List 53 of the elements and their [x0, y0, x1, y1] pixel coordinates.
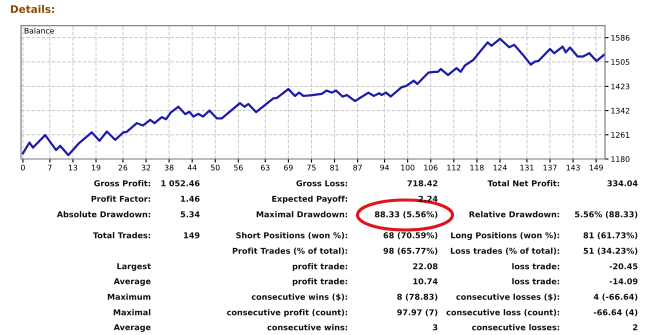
text: Long Positions (won %):: [451, 232, 560, 240]
text: 22.08: [413, 263, 438, 270]
line-series: [22, 38, 605, 156]
text: Short Positions (won %):: [236, 232, 348, 240]
text: 718.42: [407, 180, 438, 186]
text: Gross Profit:: [94, 180, 150, 186]
text: Maximal Drawdown:: [256, 211, 348, 218]
text: 10.74: [413, 278, 438, 284]
text: consecutive losses ($):: [456, 294, 560, 301]
text: 1.46: [181, 196, 200, 202]
text: loss trade:: [512, 263, 560, 270]
text: Average: [114, 278, 151, 286]
text: 68 (70.59%): [384, 232, 438, 240]
chart-title: Details:: [10, 4, 54, 14]
text: -66.64 (4): [594, 309, 638, 316]
text: consecutive wins ($):: [252, 294, 348, 301]
text: 5.56% (88.33): [575, 211, 638, 218]
text: 88.33 (5.56%): [374, 211, 438, 218]
text: Average: [114, 324, 151, 332]
text: Total Trades:: [92, 232, 150, 238]
text: profit trade:: [292, 263, 348, 271]
text: -20.45: [610, 263, 638, 270]
text: 1 052.46: [161, 180, 200, 186]
text: consecutive loss (count):: [446, 309, 560, 316]
text: 5.34: [180, 211, 200, 218]
text: loss trade:: [512, 278, 560, 284]
text: Largest: [117, 263, 151, 271]
text: 4 (-66.64): [594, 294, 638, 301]
text: Loss trades (% of total):: [450, 248, 560, 255]
text: 98 (65.77%): [383, 248, 438, 255]
text: 149: [184, 232, 200, 238]
text: consecutive profit (count):: [226, 309, 348, 317]
text: 81 (61.73%): [584, 232, 638, 240]
text: 97.97 (7): [397, 309, 438, 316]
text: consecutive losses:: [472, 324, 560, 330]
text: 3: [432, 324, 438, 330]
text: Absolute Drawdown:: [56, 211, 150, 218]
text: 334.04: [607, 180, 638, 186]
text: 2.24: [418, 196, 438, 202]
text: 8 (78.83): [397, 294, 438, 301]
text: profit trade:: [292, 278, 348, 286]
text: Gross Loss:: [296, 180, 348, 186]
text: -14.09: [610, 278, 638, 284]
text: Maximum: [108, 294, 150, 300]
text: Relative Drawdown:: [470, 211, 560, 218]
text: consecutive wins:: [267, 324, 348, 330]
text: 2: [633, 324, 638, 330]
text: 51 (34.23%): [584, 248, 638, 255]
text: Profit Factor:: [92, 196, 150, 202]
text: Expected Payoff:: [272, 196, 348, 204]
text: Maximal: [114, 309, 150, 316]
text: Profit Trades (% of total):: [232, 248, 348, 255]
text: Total Net Profit:: [488, 180, 560, 186]
